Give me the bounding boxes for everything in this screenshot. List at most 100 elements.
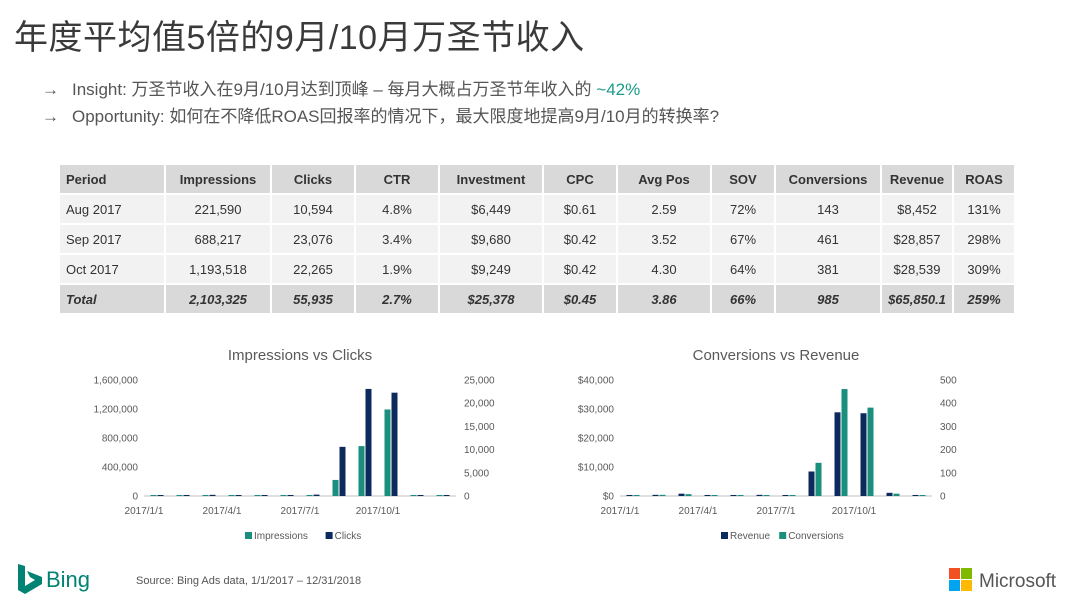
conversions-revenue-chart: Conversions vs Revenue $0 $10,000 $20,000 $3… xyxy=(578,347,957,542)
table-cell: 143 xyxy=(776,195,880,223)
y-left-tick-label: $40,000 xyxy=(578,376,615,387)
insight-bullet: → Insight: 万圣节收入在9月/10月达到顶峰 – 每月大概占万圣节年收入… xyxy=(42,76,719,103)
legend-swatch xyxy=(245,532,252,539)
table-cell: 131% xyxy=(954,195,1014,223)
bar-conversions xyxy=(737,495,744,496)
table-cell: 381 xyxy=(776,255,880,283)
page-title: 年度平均值5倍的9月/10月万圣节收入 xyxy=(14,19,585,57)
bar-impressions xyxy=(150,495,157,496)
column-header: Avg Pos xyxy=(618,165,710,193)
table-cell: 985 xyxy=(776,285,880,313)
bar-impressions xyxy=(280,495,287,496)
table-cell: 2.7% xyxy=(356,285,438,313)
bar-impressions xyxy=(384,409,391,496)
table-cell: $6,449 xyxy=(440,195,542,223)
table-cell: $65,850.1 xyxy=(882,285,952,313)
bing-logo: Bing xyxy=(16,562,106,601)
table-cell: Total xyxy=(60,285,164,313)
legend-label: Impressions xyxy=(254,531,308,542)
table-header-row: Period Impressions Clicks CTR Investment… xyxy=(60,165,1014,193)
bar-clicks xyxy=(365,388,372,496)
table-cell: $0.61 xyxy=(544,195,616,223)
y-left-tick-label: $20,000 xyxy=(578,434,615,445)
bar-impressions xyxy=(176,495,183,496)
bar-revenue xyxy=(886,492,893,496)
table-cell: Sep 2017 xyxy=(60,225,164,253)
table-cell: 64% xyxy=(712,255,774,283)
arrow-icon: → xyxy=(42,107,59,126)
bar-conversions xyxy=(789,495,796,496)
y-right-tick-label: 0 xyxy=(464,492,470,503)
table-cell: $0.45 xyxy=(544,285,616,313)
source-note: Source: Bing Ads data, 1/1/2017 – 12/31/… xyxy=(136,575,362,587)
y-right-tick-label: 200 xyxy=(940,445,957,456)
bar-impressions xyxy=(436,495,443,496)
bing-logo-text: Bing xyxy=(46,567,90,592)
x-tick-label: 2017/7/1 xyxy=(757,506,796,517)
bar-impressions xyxy=(410,495,417,496)
x-tick-label: 2017/10/1 xyxy=(832,506,877,517)
bar-clicks xyxy=(391,392,398,496)
bar-impressions xyxy=(202,495,209,496)
bar-revenue xyxy=(834,412,841,496)
legend-label: Conversions xyxy=(788,531,844,542)
chart-title: Conversions vs Revenue xyxy=(693,347,860,364)
table-cell: Oct 2017 xyxy=(60,255,164,283)
table-total-row: Total 2,103,325 55,935 2.7% $25,378 $0.4… xyxy=(60,285,1014,313)
table-cell: 55,935 xyxy=(272,285,354,313)
x-tick-label: 2017/1/1 xyxy=(601,506,640,517)
bar-clicks xyxy=(261,495,268,496)
bar-conversions xyxy=(763,495,770,496)
x-tick-label: 2017/1/1 xyxy=(125,506,164,517)
table-cell: $0.42 xyxy=(544,225,616,253)
table-cell: 259% xyxy=(954,285,1014,313)
bar-clicks xyxy=(183,495,190,496)
bar-revenue xyxy=(704,495,711,496)
bullet-label: Insight: xyxy=(72,80,127,99)
table-cell: 3.86 xyxy=(618,285,710,313)
column-header: Investment xyxy=(440,165,542,193)
bar-clicks xyxy=(417,495,424,496)
y-left-tick-label: $10,000 xyxy=(578,463,615,474)
bar-conversions xyxy=(711,495,718,496)
bar-impressions xyxy=(228,495,235,496)
y-right-tick-label: 15,000 xyxy=(464,422,495,433)
bar-clicks xyxy=(209,494,216,496)
table-cell: 2,103,325 xyxy=(166,285,270,313)
opportunity-bullet: → Opportunity: 如何在不降低ROAS回报率的情况下，最大限度地提高9… xyxy=(42,103,719,130)
bing-logo-icon: Bing xyxy=(18,564,90,594)
bar-impressions xyxy=(254,495,261,496)
table-cell: 1,193,518 xyxy=(166,255,270,283)
column-header: CPC xyxy=(544,165,616,193)
bullet-highlight: ~42% xyxy=(596,80,641,99)
bar-clicks xyxy=(313,494,320,496)
kpi-table: Period Impressions Clicks CTR Investment… xyxy=(58,163,1016,315)
x-tick-label: 2017/4/1 xyxy=(203,506,242,517)
y-left-tick-label: $30,000 xyxy=(578,405,615,416)
table-row: Aug 2017 221,590 10,594 4.8% $6,449 $0.6… xyxy=(60,195,1014,223)
table-cell: 461 xyxy=(776,225,880,253)
bullet-text: 如何在不降低ROAS回报率的情况下，最大限度地提高9月/10月的转换率? xyxy=(169,107,720,126)
table-row: Oct 2017 1,193,518 22,265 1.9% $9,249 $0… xyxy=(60,255,1014,283)
legend-label: Revenue xyxy=(730,531,770,542)
x-tick-label: 2017/10/1 xyxy=(356,506,401,517)
y-right-tick-label: 300 xyxy=(940,422,957,433)
bar-clicks xyxy=(157,495,164,496)
y-right-tick-label: 0 xyxy=(940,492,946,503)
table-cell: 1.9% xyxy=(356,255,438,283)
bar-revenue xyxy=(912,495,919,496)
bar-conversions xyxy=(685,494,692,496)
table-cell: 72% xyxy=(712,195,774,223)
y-right-tick-label: 100 xyxy=(940,468,957,479)
table-cell: $28,539 xyxy=(882,255,952,283)
column-header: SOV xyxy=(712,165,774,193)
microsoft-logo-icon: Microsoft xyxy=(949,568,1057,592)
bar-conversions xyxy=(841,389,848,496)
bullet-text: 万圣节收入在9月/10月达到顶峰 – 每月大概占万圣节年收入的 xyxy=(131,80,592,99)
table-cell: 23,076 xyxy=(272,225,354,253)
y-right-tick-label: 20,000 xyxy=(464,399,495,410)
y-right-tick-label: 500 xyxy=(940,376,957,387)
bar-revenue xyxy=(652,494,659,496)
bar-impressions xyxy=(358,446,365,496)
bar-conversions xyxy=(815,462,822,496)
